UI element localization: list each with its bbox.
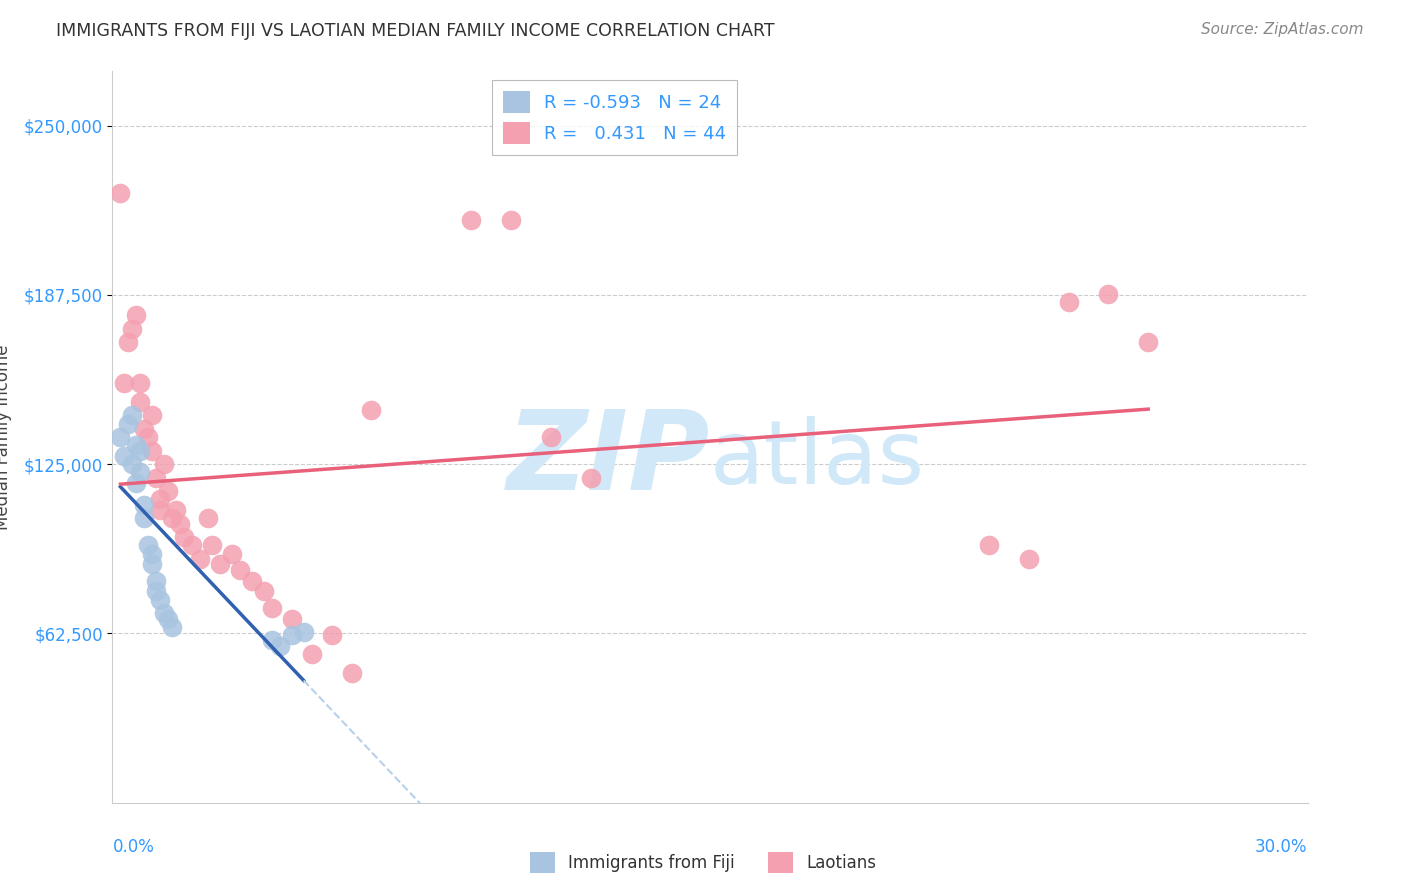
Point [1057,294,1080,309]
Text: 30.0%: 30.0% [1256,838,1308,855]
Point [499,213,522,227]
Point [149,503,172,517]
Point [173,530,195,544]
Point [221,547,243,561]
Legend: Immigrants from Fiji, Laotians: Immigrants from Fiji, Laotians [523,846,883,880]
Point [134,511,156,525]
Point [141,443,163,458]
Point [141,547,163,561]
Point [121,457,143,471]
Point [129,443,152,458]
Point [121,409,143,423]
Point [260,633,283,648]
Point [117,335,139,350]
Point [138,538,160,552]
Point [340,665,363,680]
Point [460,213,482,227]
Point [165,503,187,517]
Point [149,592,172,607]
Point [110,186,132,201]
Point [121,322,143,336]
Text: atlas: atlas [710,416,925,502]
Point [1137,335,1160,350]
Point [540,430,562,444]
Point [260,600,283,615]
Point [138,430,160,444]
Point [125,476,148,491]
Point [360,403,382,417]
Text: IMMIGRANTS FROM FIJI VS LAOTIAN MEDIAN FAMILY INCOME CORRELATION CHART: IMMIGRANTS FROM FIJI VS LAOTIAN MEDIAN F… [56,22,775,40]
Point [145,584,167,599]
Point [281,628,304,642]
Point [141,558,163,572]
Point [114,449,135,463]
Point [209,558,232,572]
Point [157,611,180,625]
Point [153,457,176,471]
Point [153,606,176,620]
Point [125,308,148,322]
Point [117,417,139,431]
Legend: R = -0.593   N = 24, R =   0.431   N = 44: R = -0.593 N = 24, R = 0.431 N = 44 [492,80,737,155]
Point [145,471,167,485]
Point [134,498,156,512]
Point [145,574,167,588]
Y-axis label: Median Family Income: Median Family Income [0,344,13,530]
Point [253,584,276,599]
Text: ZIP: ZIP [506,406,710,513]
Point [157,484,180,499]
Text: 0.0%: 0.0% [112,838,155,855]
Point [125,438,148,452]
Point [977,538,1000,552]
Point [229,563,252,577]
Point [197,511,219,525]
Point [110,430,132,444]
Point [281,611,304,625]
Point [321,628,343,642]
Point [301,647,323,661]
Point [134,422,156,436]
Point [129,376,152,390]
Point [269,639,291,653]
Point [114,376,135,390]
Point [188,552,211,566]
Point [201,538,224,552]
Point [579,471,602,485]
Point [162,511,183,525]
Text: Source: ZipAtlas.com: Source: ZipAtlas.com [1201,22,1364,37]
Point [129,395,152,409]
Point [181,538,204,552]
Point [169,516,191,531]
Point [141,409,163,423]
Point [129,465,152,479]
Point [162,620,183,634]
Point [240,574,263,588]
Point [1018,552,1040,566]
Point [292,625,315,640]
Point [1097,286,1119,301]
Point [149,492,172,507]
